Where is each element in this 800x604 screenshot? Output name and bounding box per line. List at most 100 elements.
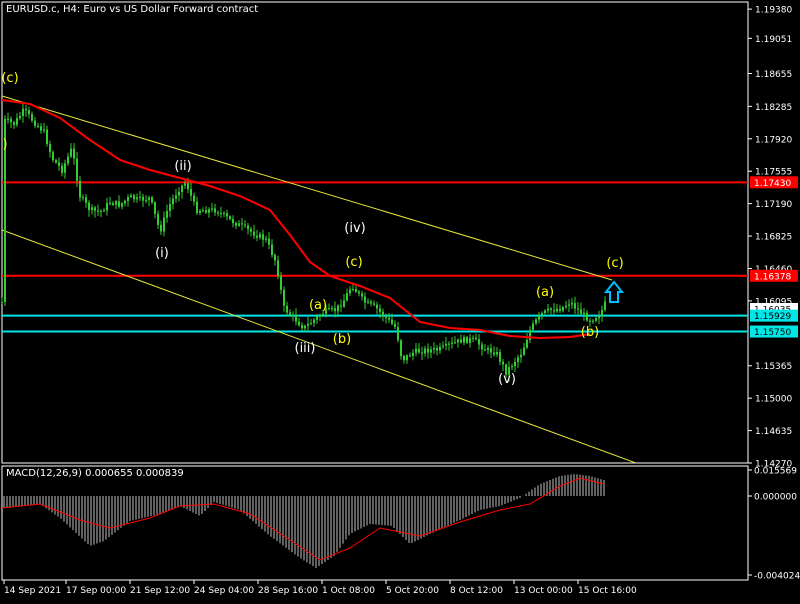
level-tag-red-label: 1.16378 [754,272,791,282]
candle-body [322,313,324,316]
candle-body [259,234,261,238]
level-tag-red: 1.17430 [750,176,798,189]
price-panel-frame [1,1,749,464]
candle-body [262,234,264,240]
candle-body [325,308,327,314]
candle-body [394,323,396,327]
price-axis-label: 1.19380 [755,6,792,16]
candle-body [166,210,168,218]
candle-body [355,289,357,292]
candle-body [88,202,90,211]
candlestick-series [1,102,606,382]
candle-body [334,308,336,312]
candle-body [217,212,219,214]
time-axis-label: 8 Oct 12:00 [450,586,503,596]
up-arrow-icon-shape [603,280,625,303]
candle-body [73,148,75,159]
candle-body [169,204,171,211]
candle-body [409,355,411,357]
candle-body [520,354,522,358]
wave-label: (ii) [174,159,191,174]
price-axis-label: 1.14270 [755,460,792,470]
candle-body [241,223,243,225]
candle-body [223,213,225,215]
up-arrow-icon [603,280,625,303]
candle-body [562,307,564,311]
level-tag-cyan-box [750,325,798,338]
level-tag-red: 1.16378 [750,269,798,282]
candle-body [514,361,516,367]
candle-body [106,202,108,211]
candle-body [406,355,408,361]
candle-body [76,158,78,181]
candle-body [193,195,195,202]
candle-body [592,320,594,322]
candle-body [400,340,402,357]
candle-body [544,310,546,314]
candle-body [361,293,363,297]
candle-body [37,125,39,127]
level-tag-red-box [750,269,798,282]
candle-body [577,308,579,310]
wave-label: (b) [333,332,351,347]
candle-body [295,314,297,322]
candle-body [115,201,117,205]
candle-body [511,366,513,368]
candle-body [436,348,438,351]
candle-body [574,303,576,309]
level-tag-cyan-label: 1.15750 [754,328,791,338]
candle-body [589,320,591,322]
candle-body [58,162,60,166]
candle-body [358,291,360,294]
level-tag-red-label: 1.17430 [754,179,791,189]
candle-body [319,315,321,317]
candle-body [61,165,63,173]
candle-body [304,325,306,329]
candle-body [313,319,315,324]
candle-body [1,301,3,303]
candle-body [202,210,204,212]
candle-body [367,301,369,303]
candle-body [307,323,309,326]
candle-body [175,195,177,199]
candle-body [430,349,432,353]
level-tag-red-box [750,176,798,189]
wave-label: (c) [606,256,623,271]
price-axis-label: 1.18285 [755,103,792,113]
candle-body [478,339,480,345]
channel-lower-line [1,229,637,464]
candle-body [196,201,198,213]
candle-body [28,110,30,115]
candle-body [427,348,429,353]
candle-body [517,357,519,362]
candle-body [316,316,318,320]
candle-body [19,115,21,119]
candle-body [397,326,399,341]
candle-body [292,314,294,316]
candle-body [379,308,381,312]
price-axis-label: 1.19051 [755,35,792,45]
candle-body [604,301,606,310]
candle-body [349,289,351,294]
candle-body [508,367,510,375]
candle-body [442,345,444,347]
candle-body [148,197,150,200]
candle-body [343,300,345,307]
candle-body [268,238,270,245]
candle-body [49,144,51,153]
candle-body [595,318,597,321]
wave-label: (iii) [295,341,316,356]
time-axis-label: 5 Oct 20:00 [386,586,439,596]
candle-body [373,303,375,305]
candle-body [418,348,420,353]
candle-body [157,213,159,225]
candle-body [454,342,456,344]
candle-body [250,229,252,232]
candle-body [40,126,42,131]
candle-body [385,316,387,318]
candle-body [226,213,228,217]
candle-body [139,196,141,198]
candle-body [403,356,405,361]
